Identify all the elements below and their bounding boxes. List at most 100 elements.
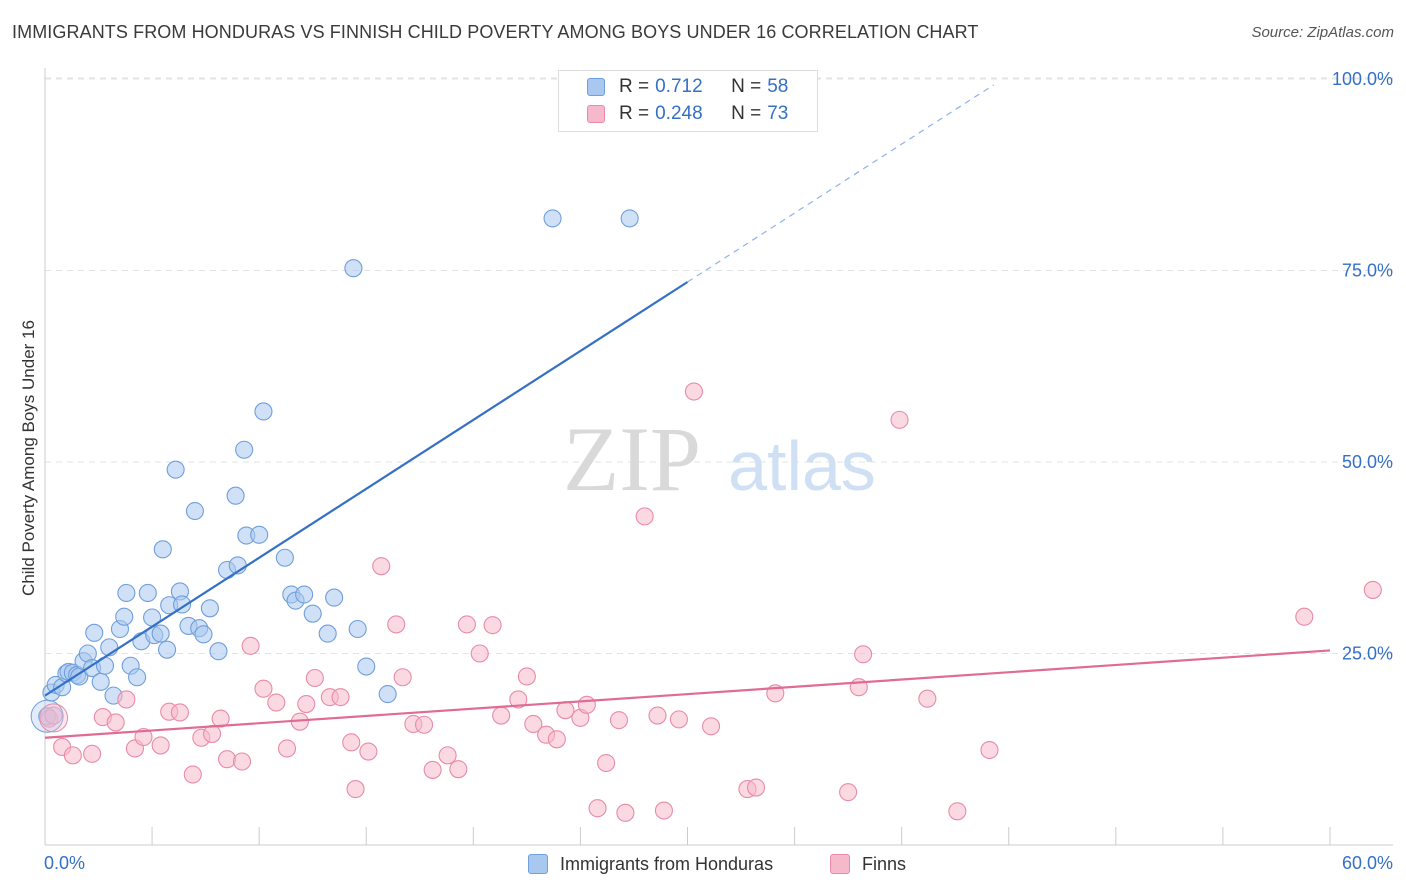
honduras-point (620, 209, 639, 228)
finns-point (83, 744, 102, 763)
finns-point (609, 711, 629, 730)
honduras-point (275, 548, 294, 567)
honduras-point (318, 624, 337, 643)
finns-point (547, 730, 566, 749)
finns-point (457, 615, 476, 634)
finns-point (588, 799, 607, 818)
n-label: N = (731, 103, 762, 124)
n-label: N = (731, 76, 762, 97)
watermark-zip: ZIP (563, 408, 701, 510)
legend-row-honduras: R = 0.712 N = 58 (587, 75, 788, 99)
tick-labels: 25.0% 50.0% 75.0% 100.0% 0.0% 60.0% (44, 69, 1393, 873)
finns-point (423, 760, 442, 779)
y-axis-label: Child Poverty Among Boys Under 16 (19, 320, 38, 596)
finns-point (372, 557, 391, 576)
finns-point (635, 507, 654, 526)
honduras-point (185, 501, 204, 521)
honduras-point (344, 259, 363, 278)
finns-point (1363, 580, 1382, 599)
honduras-point (166, 460, 185, 479)
n-value: 58 (767, 76, 789, 97)
finns-point (117, 690, 136, 709)
finns-point (839, 783, 858, 802)
finns-point (918, 689, 937, 708)
finns-point (359, 742, 378, 761)
finns-point (684, 382, 703, 401)
series-legend-honduras[interactable]: Immigrants from Honduras (528, 852, 773, 876)
finns-point (980, 740, 999, 760)
finns-legend-swatch (830, 854, 850, 874)
x-tick-label: 0.0% (44, 853, 85, 873)
finns-point (297, 695, 316, 714)
honduras-swatch (587, 78, 605, 96)
honduras-point (151, 624, 170, 643)
finns-point (342, 733, 361, 752)
honduras-point (194, 625, 213, 644)
y-tick-label: 75.0% (1342, 261, 1393, 281)
finns-point (415, 715, 434, 734)
honduras-trend-extension (687, 84, 995, 283)
finns-point (597, 753, 616, 773)
honduras-point (115, 607, 134, 626)
finns-point (305, 668, 324, 688)
finns-point (134, 727, 153, 747)
finns-point (509, 690, 528, 709)
honduras-point (138, 583, 157, 603)
y-tick-label: 50.0% (1342, 452, 1393, 472)
finns-point (449, 760, 468, 779)
gridlines (45, 77, 1393, 654)
honduras-point (200, 599, 219, 618)
finns-point (654, 801, 673, 820)
finns-point (577, 695, 596, 714)
honduras-point (85, 623, 104, 642)
finns-point (746, 778, 766, 797)
finns-point (669, 710, 688, 729)
honduras-point (235, 440, 254, 459)
finns-point (616, 803, 635, 822)
finns-point (241, 636, 260, 655)
finns-point (211, 709, 230, 728)
honduras-point (543, 209, 562, 228)
r-value: 0.712 (655, 76, 703, 97)
finns-point (254, 679, 273, 698)
honduras-point (250, 525, 269, 544)
finns-point (277, 739, 297, 758)
honduras-point (254, 402, 273, 421)
honduras-point (357, 657, 376, 676)
honduras-point (128, 668, 147, 687)
finns-point (1295, 607, 1314, 626)
finns-point (267, 693, 286, 712)
finns-point (483, 616, 502, 635)
honduras-point (295, 585, 314, 604)
r-label: R = (619, 76, 650, 97)
finns-trend-line (44, 649, 1331, 739)
watermark: ZIP atlas (563, 408, 876, 510)
finns-point (393, 668, 412, 687)
finns-point (492, 706, 511, 725)
finns-point (854, 645, 873, 664)
r-label: R = (619, 103, 650, 124)
finns-point (151, 736, 170, 755)
source-note: Source: ZipAtlas.com (1251, 24, 1394, 41)
finns-point (890, 410, 909, 429)
x-tick-label: 60.0% (1342, 853, 1393, 873)
honduras-point (209, 642, 228, 661)
finns-point (331, 688, 350, 707)
honduras-legend-label: Immigrants from Honduras (560, 853, 774, 874)
finns-swatch (587, 105, 605, 123)
chart-title: IMMIGRANTS FROM HONDURAS VS FINNISH CHIL… (12, 22, 979, 42)
finns-point (517, 667, 536, 686)
honduras-trend-line (44, 281, 689, 697)
finns-point-large (39, 703, 69, 733)
y-tick-label: 25.0% (1342, 644, 1393, 664)
honduras-point (303, 604, 322, 623)
finns-point (702, 717, 721, 736)
finns-point (170, 703, 189, 722)
legend-row-finns: R = 0.248 N = 73 (587, 102, 788, 126)
finns-point (232, 752, 252, 771)
y-tick-label: 100.0% (1332, 69, 1393, 89)
honduras-point (173, 595, 192, 614)
correlation-legend: R = 0.712 N = 58 R = 0.248 N = 73 (558, 70, 818, 132)
finns-point (556, 701, 575, 720)
series-legend-finns[interactable]: Finns (830, 852, 906, 876)
